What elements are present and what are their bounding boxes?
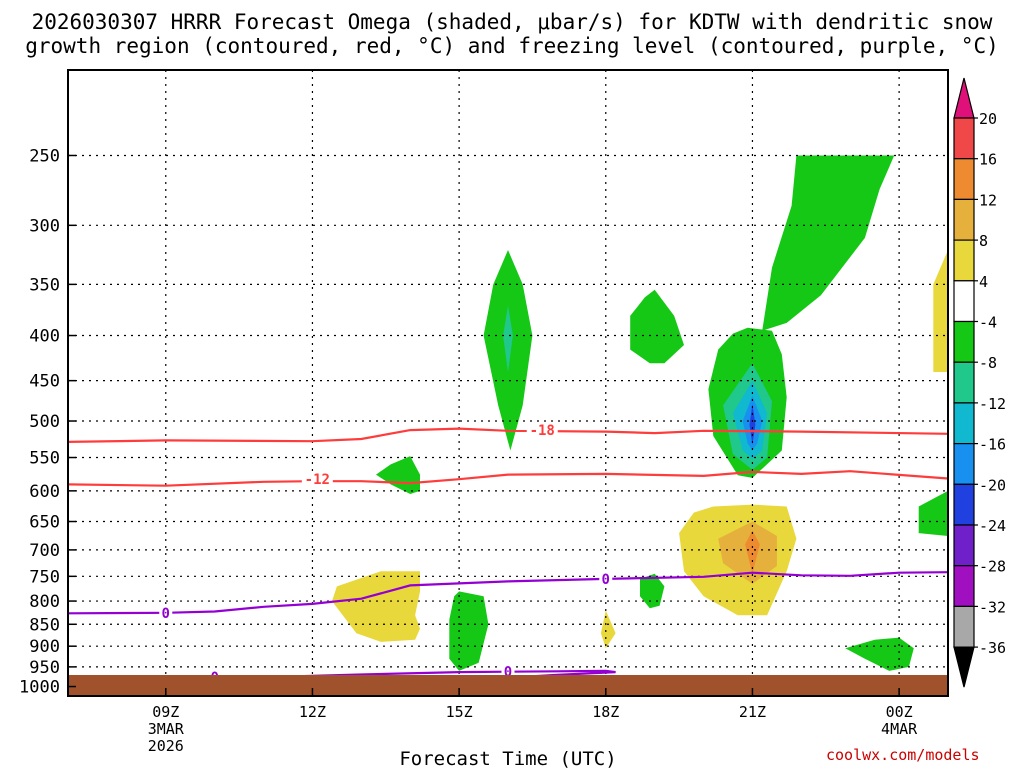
- colorbar-bin-10: [953, 524, 975, 567]
- colorbar-bin-3: [953, 239, 975, 282]
- colorbar-bin-6: [953, 361, 975, 404]
- colorbar-label-3: 8: [979, 232, 988, 250]
- y-tick-label-650: 650: [29, 513, 60, 533]
- omega-region-subsidence-21Z-core: [745, 530, 760, 574]
- y-tick-label-950: 950: [29, 658, 60, 678]
- y-tick-label-700: 700: [29, 541, 60, 561]
- colorbar: 20 16 12 8 4 -4 -8 -12 -16 -20 -24 -28 -32 -36: [953, 77, 1006, 688]
- colorbar-label-10: -24: [979, 517, 1006, 535]
- freezing-level-label-bg-0: [159, 604, 173, 621]
- y-tick-label-900: 900: [29, 637, 60, 657]
- colorbar-bin-7: [953, 402, 975, 445]
- freezing-level-contour-label-3: 0: [602, 572, 610, 588]
- omega-region-subsidence-18Z: [600, 610, 616, 649]
- colorbar-label-7: -12: [979, 395, 1006, 413]
- colorbar-bin-8: [953, 443, 975, 485]
- omega-region-upper-trough-ascent: [762, 155, 895, 331]
- colorbar-label-6: -8: [979, 354, 997, 372]
- freezing-level-contour-label-0: 0: [162, 606, 170, 622]
- x-tick-label-9-1: 3MAR: [148, 720, 185, 738]
- freezing-level-label-bg-3: [599, 570, 613, 587]
- dgz-contour-label-0: -18: [530, 423, 555, 439]
- y-tick-label-750: 750: [29, 567, 60, 587]
- omega-region-ascent-24Z-low: [845, 637, 914, 671]
- colorbar-bin-9: [953, 483, 975, 526]
- colorbar-label-5: -4: [979, 314, 997, 332]
- colorbar-bin-12: [953, 605, 975, 648]
- colorbar-label-12: -32: [979, 598, 1006, 616]
- y-tick-label-250: 250: [29, 146, 60, 166]
- x-tick-label-15-0: 15Z: [446, 703, 473, 721]
- dgz-contour-label-1: -12: [305, 472, 330, 488]
- omega-region-ascent-19Z-upper: [630, 289, 684, 364]
- dgz-contour-0: [67, 427, 949, 443]
- x-tick-label-9-0: 09Z: [152, 703, 179, 721]
- x-tick-label-12-0: 12Z: [299, 703, 326, 721]
- dgz-label-bg-0: [526, 422, 558, 439]
- colorbar-label-4: 4: [979, 273, 988, 291]
- chart-title-line2: growth region (contoured, red, °C) and f…: [25, 34, 999, 58]
- colorbar-arrow-bottom: [953, 646, 975, 688]
- chart-title-line1: 2026030307 HRRR Forecast Omega (shaded, …: [31, 10, 993, 34]
- colorbar-bin-11: [953, 565, 975, 608]
- y-tick-label-600: 600: [29, 482, 60, 502]
- x-tick-label-21-0: 21Z: [739, 703, 766, 721]
- x-tick-label-24-0: 00Z: [886, 703, 913, 721]
- colorbar-arrow-top: [953, 77, 975, 119]
- freezing-level-contour-0: [67, 571, 949, 615]
- y-tick-label-350: 350: [29, 275, 60, 295]
- y-tick-label-1000: 1000: [19, 678, 60, 698]
- colorbar-label-11: -28: [979, 558, 1006, 576]
- freezing-level-contour-label-2: 0: [504, 665, 512, 681]
- colorbar-bin-5: [953, 320, 975, 363]
- plot-frame: [67, 69, 949, 697]
- y-tick-label-500: 500: [29, 412, 60, 432]
- dgz-label-bg-1: [301, 471, 333, 488]
- y-tick-label-400: 400: [29, 327, 60, 347]
- colorbar-bin-0: [953, 117, 975, 160]
- colorbar-label-8: -16: [979, 436, 1006, 454]
- y-tick-label-550: 550: [29, 449, 60, 469]
- dgz-contour-1: [67, 470, 949, 487]
- x-tick-label-9-2: 2026: [148, 737, 184, 755]
- colorbar-bin-1: [953, 158, 975, 200]
- omega-shading: [332, 155, 948, 671]
- colorbar-bin-4: [953, 280, 975, 323]
- omega-region-ascent-right-edge: [918, 490, 948, 536]
- omega-region-ascent-16Z-core: [503, 305, 513, 372]
- colorbar-label-9: -20: [979, 476, 1006, 494]
- y-tick-label-300: 300: [29, 216, 60, 236]
- axes: 2503003504004505005506006507007508008509…: [19, 146, 918, 755]
- colorbar-label-0: 20: [979, 110, 997, 128]
- colorbar-label-1: 16: [979, 151, 997, 169]
- omega-region-ascent-14Z: [376, 456, 420, 494]
- colorbar-bin-2: [953, 198, 975, 241]
- ground-terrain: [68, 675, 948, 696]
- y-tick-label-450: 450: [29, 372, 60, 392]
- x-axis-label: Forecast Time (UTC): [399, 748, 616, 768]
- y-tick-label-850: 850: [29, 615, 60, 635]
- site-credit[interactable]: coolwx.com/models: [826, 746, 980, 764]
- omega-region-ascent-21Z-core: [749, 403, 756, 445]
- omega-region-subsidence-right-edge: [933, 250, 948, 372]
- x-tick-label-24-1: 4MAR: [881, 720, 918, 738]
- colorbar-label-2: 12: [979, 191, 997, 209]
- y-tick-label-800: 800: [29, 592, 60, 612]
- colorbar-label-13: -36: [979, 639, 1006, 657]
- omega-region-ascent-19Z-lower: [640, 573, 665, 609]
- x-tick-label-18-0: 18Z: [592, 703, 619, 721]
